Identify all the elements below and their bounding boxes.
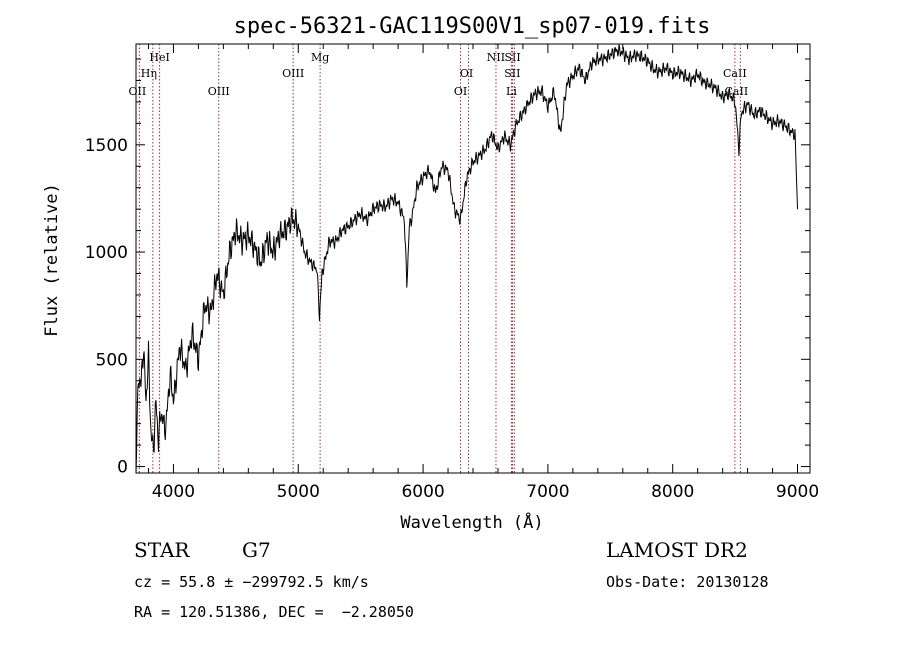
y-axis-label: Flux (relative) bbox=[42, 183, 62, 337]
line-marker-label: OII bbox=[129, 85, 147, 98]
line-marker-label: OIII bbox=[208, 85, 230, 98]
y-tick-label: 1000 bbox=[85, 243, 128, 263]
line-marker-label: CaII bbox=[723, 67, 747, 80]
x-tick-label: 7000 bbox=[526, 482, 569, 502]
object-class: STAR bbox=[134, 538, 190, 562]
object-subclass: G7 bbox=[242, 538, 271, 562]
line-marker-label: SII bbox=[504, 67, 520, 80]
axes: 4000 5000 6000 7000 8000 9000 0 500 1000 1500 bbox=[85, 43, 819, 502]
spectrum-line bbox=[135, 44, 798, 474]
x-axis-label: Wavelength (Å) bbox=[400, 511, 543, 533]
y-tick-label: 500 bbox=[96, 350, 128, 370]
line-marker-label: HeI bbox=[149, 51, 169, 64]
y-tick-label: 0 bbox=[117, 458, 128, 478]
line-marker-label: SII bbox=[504, 51, 520, 64]
x-tick-label: 5000 bbox=[277, 482, 320, 502]
line-marker-label: Li bbox=[506, 85, 517, 98]
line-marker-label: Hη bbox=[141, 67, 157, 80]
line-marker-label: Mg bbox=[311, 51, 329, 64]
line-marker-label: OIII bbox=[282, 67, 304, 80]
x-tick-label: 6000 bbox=[401, 482, 444, 502]
coordinates: RA = 120.51386, DEC = −2.28050 bbox=[134, 603, 414, 621]
plot-frame bbox=[135, 43, 811, 474]
x-tick-label: 9000 bbox=[776, 482, 819, 502]
redshift-text: cz = 55.8 ± −299792.5 km/s bbox=[134, 573, 369, 591]
y-tick-label: 1500 bbox=[85, 136, 128, 156]
obs-date: Obs-Date: 20130128 bbox=[606, 573, 769, 591]
line-marker-label: NII bbox=[487, 51, 505, 64]
x-tick-label: 4000 bbox=[152, 482, 195, 502]
x-tick-label: 8000 bbox=[651, 482, 694, 502]
line-marker-label: OI bbox=[454, 85, 467, 98]
survey-name: LAMOST DR2 bbox=[606, 538, 748, 562]
chart-title: spec-56321-GAC119S00V1_sp07-019.fits bbox=[234, 14, 711, 39]
line-marker-label: OI bbox=[460, 67, 473, 80]
